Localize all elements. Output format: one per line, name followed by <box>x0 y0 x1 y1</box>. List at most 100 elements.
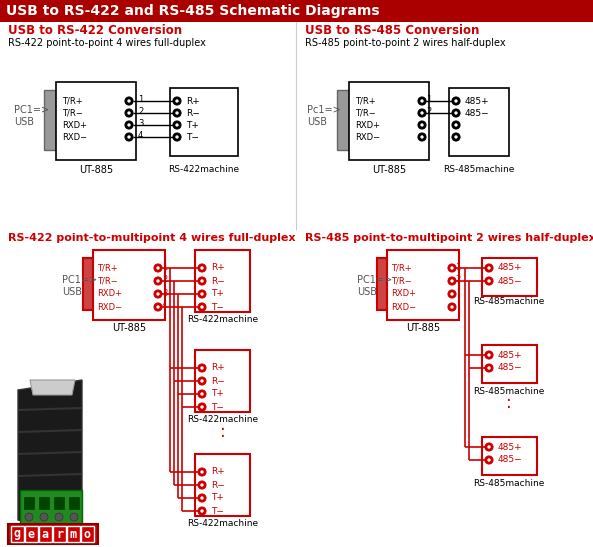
Circle shape <box>127 112 130 115</box>
Circle shape <box>173 109 181 117</box>
Bar <box>67 526 80 542</box>
Text: 485+: 485+ <box>498 351 522 359</box>
Bar <box>377 258 387 310</box>
Text: a: a <box>42 527 49 540</box>
Text: 3: 3 <box>138 119 144 129</box>
Text: PC1=>: PC1=> <box>14 105 49 115</box>
Circle shape <box>200 366 203 370</box>
Text: T/R+: T/R+ <box>355 96 375 106</box>
Text: UT-885: UT-885 <box>372 165 406 175</box>
Circle shape <box>70 513 78 521</box>
Circle shape <box>154 303 162 311</box>
Text: 1: 1 <box>426 96 431 104</box>
Text: R−: R− <box>211 376 225 386</box>
Circle shape <box>198 377 206 385</box>
Text: PC1=>: PC1=> <box>62 275 97 285</box>
Circle shape <box>452 133 460 141</box>
Circle shape <box>200 292 203 296</box>
Text: PC1=>: PC1=> <box>357 275 392 285</box>
Text: RS-422machine: RS-422machine <box>187 416 258 424</box>
Bar <box>349 82 429 160</box>
Bar <box>449 88 509 156</box>
Text: 1: 1 <box>455 263 460 271</box>
Text: g: g <box>14 527 21 540</box>
Bar <box>195 350 250 412</box>
Circle shape <box>418 121 426 129</box>
Circle shape <box>450 305 454 309</box>
Text: R−: R− <box>211 480 225 490</box>
Text: RS-485 point-to-multipoint 2 wires half-duplex: RS-485 point-to-multipoint 2 wires half-… <box>305 233 593 243</box>
Text: USB to RS-422 and RS-485 Schematic Diagrams: USB to RS-422 and RS-485 Schematic Diagr… <box>6 4 380 18</box>
Circle shape <box>173 121 181 129</box>
Circle shape <box>452 121 460 129</box>
Bar <box>195 250 250 312</box>
Text: T/R−: T/R− <box>355 108 376 118</box>
Text: T−: T− <box>211 302 224 311</box>
Bar <box>83 258 93 310</box>
Circle shape <box>200 305 203 309</box>
Text: RS-485machine: RS-485machine <box>473 387 545 395</box>
Circle shape <box>198 481 206 489</box>
Circle shape <box>176 123 178 127</box>
Circle shape <box>452 109 460 117</box>
Text: RS-485machine: RS-485machine <box>444 166 515 174</box>
Text: R−: R− <box>186 108 200 118</box>
Text: RS-485machine: RS-485machine <box>473 298 545 306</box>
Text: m: m <box>70 527 77 540</box>
Circle shape <box>157 292 160 296</box>
Circle shape <box>485 277 493 285</box>
Circle shape <box>198 468 206 476</box>
Text: 4: 4 <box>162 301 167 311</box>
Circle shape <box>173 97 181 105</box>
Text: T−: T− <box>211 403 224 411</box>
Text: 2: 2 <box>455 276 460 284</box>
Text: T+: T+ <box>211 493 224 503</box>
Text: RXD−: RXD− <box>62 132 87 142</box>
Text: RXD−: RXD− <box>391 302 416 311</box>
Text: UT-885: UT-885 <box>406 323 440 333</box>
Circle shape <box>454 135 458 139</box>
Text: R+: R+ <box>211 264 225 272</box>
Circle shape <box>154 264 162 272</box>
Circle shape <box>485 364 493 372</box>
Circle shape <box>420 112 423 115</box>
Circle shape <box>485 264 493 272</box>
Circle shape <box>198 494 206 502</box>
Bar <box>20 490 82 530</box>
Text: R−: R− <box>211 276 225 286</box>
Circle shape <box>487 353 490 357</box>
Circle shape <box>40 513 48 521</box>
Text: RS-422machine: RS-422machine <box>187 316 258 324</box>
Text: 485−: 485− <box>498 276 522 286</box>
Text: R+: R+ <box>186 96 200 106</box>
Text: T/R+: T/R+ <box>391 264 412 272</box>
Text: USB: USB <box>307 117 327 127</box>
Circle shape <box>200 405 203 409</box>
Circle shape <box>25 513 33 521</box>
Circle shape <box>198 277 206 285</box>
Bar <box>39 526 52 542</box>
Text: RXD−: RXD− <box>97 302 122 311</box>
Circle shape <box>418 97 426 105</box>
Circle shape <box>450 280 454 283</box>
Text: 1: 1 <box>162 263 167 271</box>
Bar <box>482 345 537 383</box>
Circle shape <box>154 290 162 298</box>
Text: USB: USB <box>62 287 82 297</box>
Circle shape <box>448 303 456 311</box>
Text: T/R−: T/R− <box>97 276 118 286</box>
Text: USB to RS-485 Conversion: USB to RS-485 Conversion <box>305 24 479 37</box>
Circle shape <box>200 266 203 270</box>
Circle shape <box>154 277 162 285</box>
Text: RXD+: RXD+ <box>391 289 416 299</box>
Circle shape <box>200 379 203 383</box>
Text: RXD+: RXD+ <box>62 120 87 130</box>
Circle shape <box>487 366 490 370</box>
Circle shape <box>487 266 490 270</box>
Circle shape <box>200 280 203 283</box>
Circle shape <box>125 121 133 129</box>
Circle shape <box>176 112 178 115</box>
Circle shape <box>125 97 133 105</box>
Circle shape <box>200 496 203 499</box>
Text: 3: 3 <box>162 288 167 298</box>
